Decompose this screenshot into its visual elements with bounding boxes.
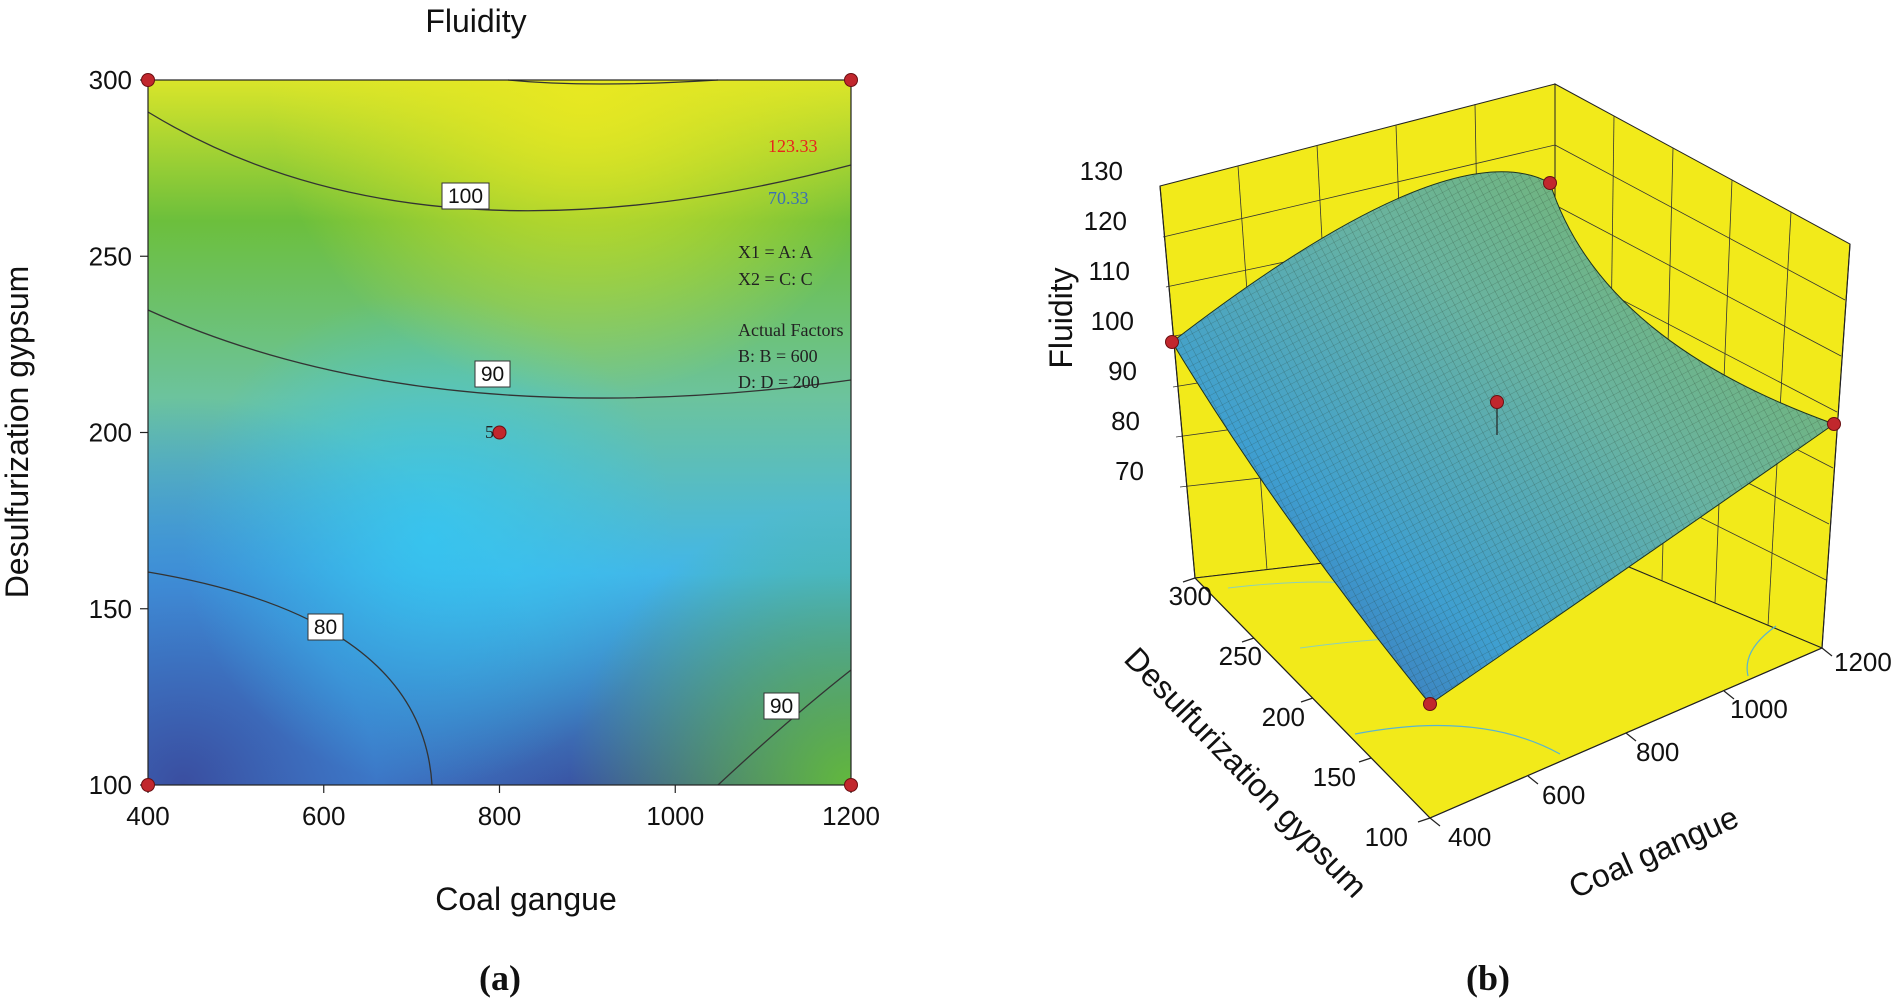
design-point xyxy=(844,73,858,87)
x-tick-label: 1200 xyxy=(1834,647,1892,677)
y-tick-label: 150 xyxy=(89,594,132,624)
y-tick-label: 100 xyxy=(1365,822,1408,852)
floor-contour-1 xyxy=(1354,724,1561,755)
surface-y-axis: 100 150 200 250 300 xyxy=(1169,581,1408,852)
contour-x-axis-label: Coal gangue xyxy=(435,881,616,917)
center-point-label: 5 xyxy=(485,422,494,442)
y-tick-label: 150 xyxy=(1313,762,1356,792)
surface-point-bottom xyxy=(1423,697,1437,711)
contour-line-90-upper xyxy=(147,309,852,399)
legend-x2: X2 = C: C xyxy=(738,269,813,289)
contour-legend: 123.33 70.33 X1 = A: A X2 = C: C Actual … xyxy=(738,136,843,392)
surface-y-axis-ticks xyxy=(1182,577,1431,823)
y-tick-label: 100 xyxy=(89,770,132,800)
svg-text:90: 90 xyxy=(770,695,793,718)
y-tick-label: 200 xyxy=(89,418,132,448)
x-tick-label: 400 xyxy=(1448,822,1491,852)
x-tick-label: 1200 xyxy=(822,801,880,831)
z-tick-label: 70 xyxy=(1115,456,1144,486)
y-tick-label: 250 xyxy=(89,241,132,271)
surface-point-center xyxy=(1490,395,1504,409)
x-tick-label: 1000 xyxy=(646,801,704,831)
legend-high-value: 123.33 xyxy=(768,136,818,156)
panel-a-label: (a) xyxy=(479,958,521,998)
x-tick-label: 400 xyxy=(126,801,169,831)
design-point xyxy=(141,73,155,87)
svg-text:80: 80 xyxy=(314,616,337,639)
design-point xyxy=(844,778,858,792)
surface-z-axis: 70 80 90 100 110 120 130 xyxy=(1080,156,1144,486)
surface-x-axis: 400 600 800 1000 1200 xyxy=(1448,647,1892,852)
response-surface-mesh xyxy=(1172,171,1834,705)
legend-factor-d: D: D = 200 xyxy=(738,372,820,392)
surface-point-top xyxy=(1543,176,1557,190)
z-tick-label: 130 xyxy=(1080,156,1123,186)
z-tick-label: 90 xyxy=(1108,356,1137,386)
z-tick-label: 120 xyxy=(1084,206,1127,236)
contour-label-80: 80 xyxy=(307,613,344,641)
x-tick-label: 800 xyxy=(478,801,521,831)
svg-text:100: 100 xyxy=(448,185,483,208)
x-tick-label: 800 xyxy=(1636,737,1679,767)
surface-plot-panel: 70 80 90 100 110 120 130 Fluidity 100 15… xyxy=(1043,83,1892,998)
contour-y-axis-label: Desulfurization gypsum xyxy=(0,266,35,599)
x-tick-label: 600 xyxy=(302,801,345,831)
floor-contour-2 xyxy=(1746,625,1777,677)
y-tick-label: 300 xyxy=(1169,581,1212,611)
design-point xyxy=(141,778,155,792)
z-tick-label: 100 xyxy=(1091,306,1134,336)
surface-point-right xyxy=(1827,417,1841,431)
legend-actual-factors: Actual Factors xyxy=(738,320,843,340)
contour-plot-title: Fluidity xyxy=(425,3,526,39)
contour-label-90-upper: 90 xyxy=(474,360,511,388)
contour-y-axis: 100 150 200 250 300 xyxy=(89,65,148,800)
z-tick-label: 80 xyxy=(1111,406,1140,436)
y-tick-label: 250 xyxy=(1219,641,1262,671)
contour-plot-panel: Fluidity 100 90 80 xyxy=(0,3,880,998)
contour-x-axis: 400 600 800 1000 1200 xyxy=(126,785,880,831)
z-tick-label: 110 xyxy=(1089,256,1130,286)
surface-x-axis-ticks xyxy=(1429,647,1833,827)
surface-design-points xyxy=(1165,176,1841,711)
x-tick-label: 600 xyxy=(1542,780,1585,810)
contour-line-80 xyxy=(147,571,433,786)
panel-b-label: (b) xyxy=(1466,958,1510,998)
y-tick-label: 300 xyxy=(89,65,132,95)
x-tick-label: 1000 xyxy=(1730,694,1788,724)
legend-x1: X1 = A: A xyxy=(738,242,813,262)
contour-label-100: 100 xyxy=(441,182,490,210)
contour-label-90-lower: 90 xyxy=(763,692,800,720)
y-tick-label: 200 xyxy=(1262,702,1305,732)
svg-text:90: 90 xyxy=(481,363,504,386)
surface-z-axis-label: Fluidity xyxy=(1043,267,1079,368)
contour-line-90-lower xyxy=(717,669,852,786)
legend-low-value: 70.33 xyxy=(768,188,809,208)
contour-line-top xyxy=(507,79,719,85)
design-point xyxy=(492,425,507,440)
surface-x-axis-label: Coal gangue xyxy=(1563,799,1743,906)
design-points xyxy=(141,73,858,792)
legend-factor-b: B: B = 600 xyxy=(738,346,818,366)
surface-point-left xyxy=(1165,335,1179,349)
